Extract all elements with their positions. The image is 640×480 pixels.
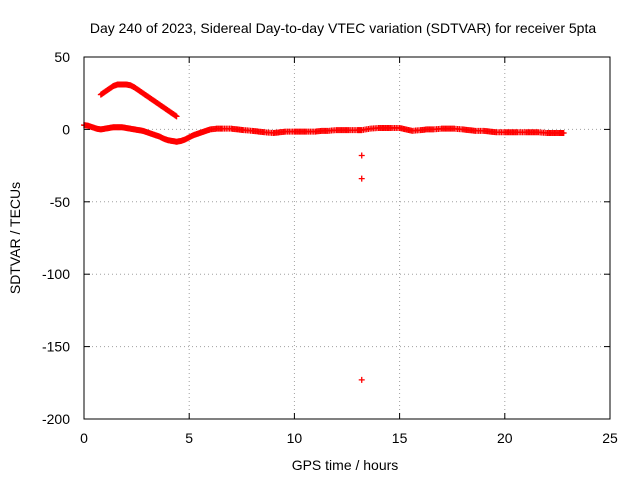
grid <box>84 57 610 419</box>
y-tick-label: -50 <box>50 194 70 210</box>
plot-frame <box>83 56 611 420</box>
data-points <box>81 81 567 383</box>
series <box>81 81 567 383</box>
y-axis-label: SDTVAR / TECUs <box>7 182 23 294</box>
y-tick-label: 0 <box>62 121 70 137</box>
data-point <box>358 175 365 182</box>
data-point <box>560 130 567 137</box>
chart-title: Day 240 of 2023, Sidereal Day-to-day VTE… <box>90 20 597 36</box>
y-tick-label: -150 <box>42 339 70 355</box>
data-point <box>173 113 180 120</box>
y-tick-label: -200 <box>42 411 70 427</box>
x-tick-label: 20 <box>497 430 513 446</box>
x-tick-label: 25 <box>602 430 618 446</box>
x-tick-label: 15 <box>392 430 408 446</box>
y-tick-label: 50 <box>54 49 70 65</box>
x-axis-label: GPS time / hours <box>292 457 399 473</box>
data-point <box>358 152 365 159</box>
data-point <box>358 376 365 383</box>
x-tick-label: 5 <box>185 430 193 446</box>
axis-ticks: 0 5 10 15 20 25 -200 -150 -100 -50 0 50 <box>42 49 618 446</box>
x-tick-label: 0 <box>80 430 88 446</box>
y-tick-label: -100 <box>42 266 70 282</box>
x-tick-label: 10 <box>287 430 303 446</box>
